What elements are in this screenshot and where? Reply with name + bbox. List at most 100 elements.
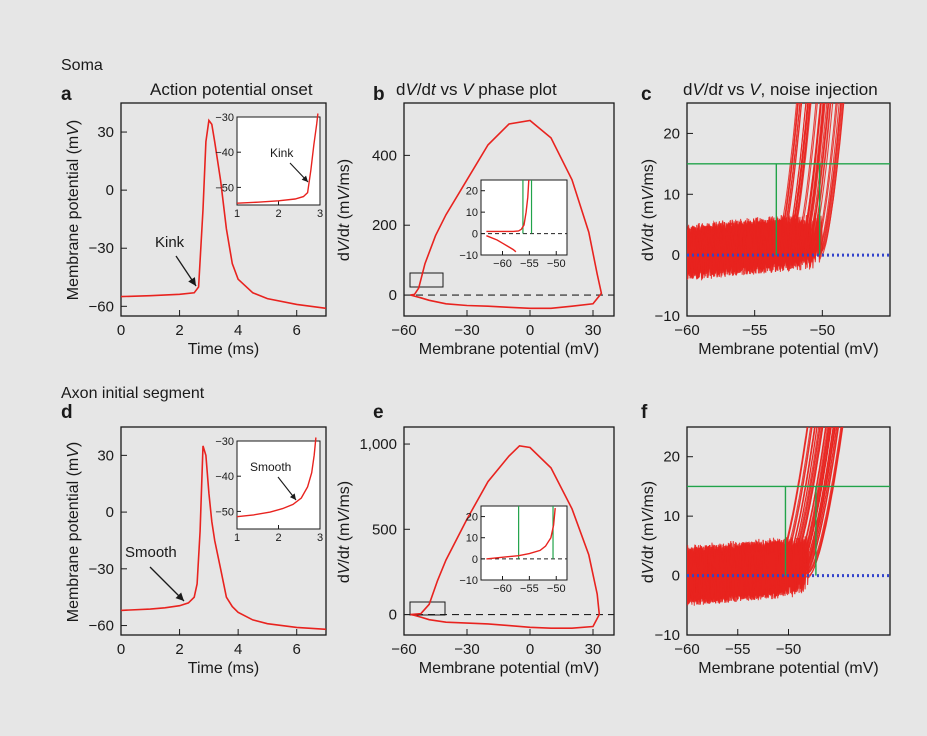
panel-label: c bbox=[641, 84, 652, 105]
plot-frame bbox=[120, 102, 327, 317]
panel-label: f bbox=[641, 402, 648, 423]
x-tick-label: −60 bbox=[674, 322, 699, 339]
x-tick-label: 6 bbox=[293, 641, 301, 658]
trace-line bbox=[120, 445, 327, 631]
inset-x-tick-label: −50 bbox=[547, 583, 566, 595]
inset-y-tick-label: 20 bbox=[466, 512, 478, 524]
inset-y-tick-label: −40 bbox=[215, 471, 234, 483]
inset-trace-line bbox=[486, 179, 530, 233]
plot-frame bbox=[403, 102, 615, 317]
x-tick-label: −55 bbox=[725, 641, 750, 658]
x-tick-label: 30 bbox=[585, 641, 602, 658]
y-axis-label: dV/dt (mV/ms) bbox=[336, 159, 353, 261]
inset-background bbox=[237, 117, 320, 205]
inset-x-tick-label: −50 bbox=[547, 258, 566, 270]
y-tick-label: 0 bbox=[106, 182, 114, 199]
inset-background bbox=[481, 180, 567, 255]
x-tick-label: 0 bbox=[117, 641, 125, 658]
noise-traces bbox=[687, 427, 844, 606]
inset-x-tick-label: 3 bbox=[317, 532, 323, 544]
inset-y-tick-label: 0 bbox=[472, 554, 478, 566]
axes: 0 2 4 6 −60 −30 0 30 bbox=[89, 102, 327, 339]
y-tick-label: −60 bbox=[89, 298, 114, 315]
inset-y-tick-label: −10 bbox=[459, 250, 478, 262]
x-tick-label: 2 bbox=[175, 322, 183, 339]
plot-frame bbox=[686, 102, 891, 317]
inset-y-tick-label: −10 bbox=[459, 575, 478, 587]
inset-y-tick-label: −50 bbox=[215, 506, 234, 518]
x-tick-label: 4 bbox=[234, 641, 242, 658]
y-axis-label: dV/dt (mV/ms) bbox=[640, 159, 657, 261]
inset-x-tick-label: 1 bbox=[234, 532, 240, 544]
x-axis-label: Membrane potential (mV) bbox=[698, 341, 879, 358]
panel-label: e bbox=[373, 402, 384, 423]
y-axis-label: dV/dt (mV/ms) bbox=[640, 481, 657, 583]
inset-y-tick-label: 10 bbox=[466, 207, 478, 219]
plot-frame bbox=[120, 426, 327, 636]
y-tick-label: −10 bbox=[655, 627, 680, 644]
annotation-text: Smooth bbox=[125, 544, 177, 561]
panel-e: e −60 −30 0 30 0 500 1,000 Membrane potential (m… bbox=[336, 402, 615, 677]
x-tick-label: −50 bbox=[776, 641, 801, 658]
inset-background bbox=[237, 441, 320, 529]
inset-x-tick-label: −60 bbox=[493, 258, 512, 270]
inset-axes: −60 −55 −50 −10 0 10 20 bbox=[459, 179, 568, 270]
inset-x-tick-label: 2 bbox=[275, 532, 281, 544]
panel-f: f −60 −55 −50 −10 0 10 20 Membrane potential (mV… bbox=[640, 402, 891, 677]
y-tick-label: 200 bbox=[372, 217, 397, 234]
inset-annotation-text: Kink bbox=[270, 146, 294, 160]
panel-a: a Action potential onset 0 2 4 6 −60 −30 0 30 Time… bbox=[61, 80, 327, 358]
y-tick-label: −30 bbox=[89, 561, 114, 578]
y-tick-label: 0 bbox=[672, 568, 680, 585]
noise-traces bbox=[687, 103, 845, 281]
plot-frame bbox=[403, 426, 615, 636]
x-tick-label: −50 bbox=[810, 322, 835, 339]
x-tick-label: 6 bbox=[293, 322, 301, 339]
panel-d: d 0 2 4 6 −60 −30 0 30 Time (ms) Membrane potentia… bbox=[61, 402, 327, 677]
zoom-box bbox=[409, 272, 444, 288]
y-axis-label: dV/dt (mV/ms) bbox=[336, 481, 353, 583]
x-tick-label: −60 bbox=[391, 322, 416, 339]
y-tick-label: 30 bbox=[97, 124, 114, 141]
inset-y-tick-label: −40 bbox=[215, 147, 234, 159]
y-axis-label: Membrane potential (mV) bbox=[65, 120, 82, 301]
y-tick-label: 20 bbox=[663, 125, 680, 142]
y-tick-label: 20 bbox=[663, 449, 680, 466]
y-tick-label: 400 bbox=[372, 147, 397, 164]
panel-title: Action potential onset bbox=[150, 80, 313, 99]
inset-y-tick-label: −30 bbox=[215, 436, 234, 448]
annotation-arrow-head bbox=[175, 592, 184, 601]
x-tick-label: −60 bbox=[674, 641, 699, 658]
x-axis-label: Membrane potential (mV) bbox=[698, 660, 879, 677]
y-tick-label: 0 bbox=[389, 607, 397, 624]
x-axis-label: Time (ms) bbox=[188, 660, 259, 677]
x-tick-label: 0 bbox=[526, 641, 534, 658]
axes: −60 −55 −50 −10 0 10 20 bbox=[655, 426, 891, 658]
inset-y-tick-label: 20 bbox=[466, 186, 478, 198]
inset-y-tick-label: −30 bbox=[215, 112, 234, 124]
panel-label: b bbox=[373, 84, 385, 105]
y-tick-label: 10 bbox=[663, 508, 680, 525]
inset-arrow-head bbox=[301, 175, 308, 182]
y-tick-label: 0 bbox=[389, 287, 397, 304]
panel-title: dV/dt vs V phase plot bbox=[396, 80, 557, 99]
axes: −60 −55 −50 −10 0 10 20 bbox=[655, 102, 891, 339]
annotation-arrow-head bbox=[188, 277, 196, 286]
inset-x-tick-label: 3 bbox=[317, 208, 323, 220]
y-tick-label: 1,000 bbox=[359, 436, 397, 453]
inset-axes: −60 −55 −50 −10 0 10 20 bbox=[459, 505, 568, 595]
trace-line bbox=[410, 119, 603, 310]
inset-x-tick-label: 2 bbox=[275, 208, 281, 220]
axes: −60 −30 0 30 0 500 1,000 bbox=[359, 426, 615, 658]
inset-annotation-text: Smooth bbox=[250, 460, 291, 474]
annotation-text: Kink bbox=[155, 234, 185, 251]
x-tick-label: 0 bbox=[526, 322, 534, 339]
section-label-ais: Axon initial segment bbox=[61, 385, 205, 402]
y-tick-label: 0 bbox=[106, 504, 114, 521]
inset-arrow-head bbox=[289, 493, 296, 500]
y-tick-label: −10 bbox=[655, 308, 680, 325]
x-axis-label: Membrane potential (mV) bbox=[419, 660, 600, 677]
x-axis-label: Membrane potential (mV) bbox=[419, 341, 600, 358]
